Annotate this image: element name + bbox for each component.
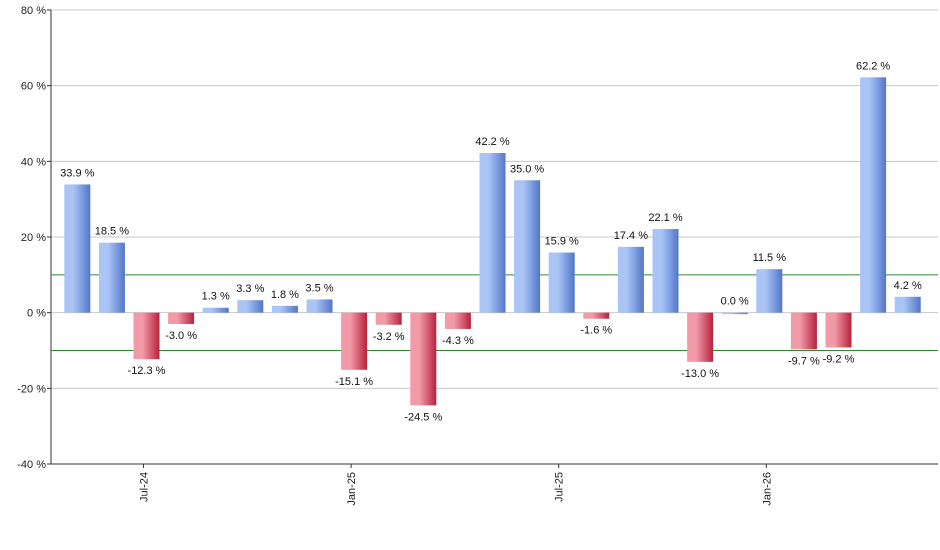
bar: [894, 296, 921, 313]
data-label: -15.1 %: [335, 376, 373, 388]
bar: [514, 180, 541, 313]
bar: [721, 312, 748, 315]
data-label: -12.3 %: [128, 365, 166, 377]
data-label: 33.9 %: [60, 167, 94, 179]
bar: [548, 252, 575, 313]
bar: [133, 312, 160, 360]
data-label: 17.4 %: [614, 230, 648, 242]
data-label: 3.5 %: [305, 282, 333, 294]
y-tick-label: 60 %: [21, 81, 46, 93]
x-tick-label: Jan-26: [761, 472, 773, 506]
bar: [410, 312, 437, 406]
bar: [825, 312, 852, 348]
x-tick-label: Jul-24: [139, 472, 151, 502]
bar: [617, 246, 644, 313]
bar: [583, 312, 610, 319]
bar: [756, 269, 783, 313]
data-label: 3.3 %: [236, 283, 264, 295]
data-label: -24.5 %: [404, 411, 442, 423]
data-label: 18.5 %: [95, 226, 129, 238]
data-label: 0.0 %: [721, 296, 749, 308]
bar: [202, 307, 229, 313]
data-label: -3.2 %: [373, 331, 405, 343]
data-label: 15.9 %: [545, 236, 579, 248]
bars: [64, 77, 921, 406]
data-label: -13.0 %: [681, 368, 719, 380]
y-tick-label: 80 %: [21, 5, 46, 17]
x-tick-label: Jan-25: [346, 472, 358, 506]
bar: [237, 300, 264, 313]
data-label: 62.2 %: [856, 60, 890, 72]
data-label: 42.2 %: [475, 136, 509, 148]
bar: [168, 312, 195, 325]
y-tick-label: -40 %: [17, 459, 46, 471]
data-label: -9.2 %: [823, 353, 855, 365]
data-label: -3.0 %: [165, 330, 197, 342]
data-labels: 33.9 % 18.5 % -12.3 % -3.0 % 1.3 % 3.3 % 1.8 %…: [60, 60, 922, 423]
data-label: 22.1 %: [648, 212, 682, 224]
bar: [271, 305, 298, 313]
data-label: 35.0 %: [510, 163, 544, 175]
bar: [306, 299, 333, 313]
bar: [375, 312, 402, 325]
bar: [341, 312, 368, 370]
data-label: 11.5 %: [753, 252, 787, 264]
y-tick-label: 0 %: [27, 308, 46, 320]
data-label: -9.7 %: [788, 355, 820, 367]
bar: [98, 242, 125, 313]
bar: [790, 312, 817, 350]
axes: -40 % -20 % 0 % 20 % 40 % 60 % 80 % Jul-24 Jan-2…: [17, 5, 938, 506]
data-label: -4.3 %: [442, 335, 474, 347]
y-tick-label: 20 %: [21, 232, 46, 244]
bar: [652, 229, 679, 313]
x-tick-label: Jul-25: [554, 472, 566, 502]
data-label: -1.6 %: [580, 325, 612, 337]
data-label: 4.2 %: [894, 280, 922, 292]
data-label: 1.8 %: [271, 289, 299, 301]
bar: [444, 312, 471, 329]
bar: [687, 312, 714, 362]
bar: [64, 184, 91, 313]
data-label: 1.3 %: [202, 291, 230, 303]
bar: [479, 153, 506, 313]
y-tick-label: 40 %: [21, 156, 46, 168]
y-tick-label: -20 %: [17, 383, 46, 395]
bar: [860, 77, 887, 313]
